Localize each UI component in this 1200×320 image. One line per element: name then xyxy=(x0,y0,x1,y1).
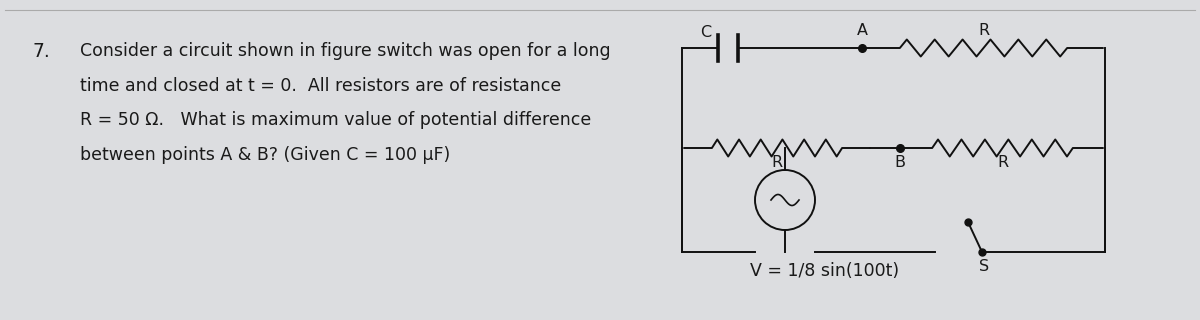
Text: S: S xyxy=(979,259,989,274)
Text: R = 50 Ω.   What is maximum value of potential difference: R = 50 Ω. What is maximum value of poten… xyxy=(80,111,592,129)
Text: A: A xyxy=(857,23,868,38)
Text: B: B xyxy=(894,155,906,170)
Text: 7.: 7. xyxy=(32,42,49,61)
Text: Consider a circuit shown in figure switch was open for a long: Consider a circuit shown in figure switc… xyxy=(80,42,611,60)
Text: R: R xyxy=(978,23,989,38)
Text: R: R xyxy=(772,155,782,170)
Text: R: R xyxy=(997,155,1008,170)
Text: V = 1/8 sin(100t): V = 1/8 sin(100t) xyxy=(750,262,899,280)
Text: between points A & B? (Given C = 100 μF): between points A & B? (Given C = 100 μF) xyxy=(80,146,450,164)
Text: C: C xyxy=(701,25,712,40)
Text: time and closed at t = 0.  All resistors are of resistance: time and closed at t = 0. All resistors … xyxy=(80,77,562,95)
